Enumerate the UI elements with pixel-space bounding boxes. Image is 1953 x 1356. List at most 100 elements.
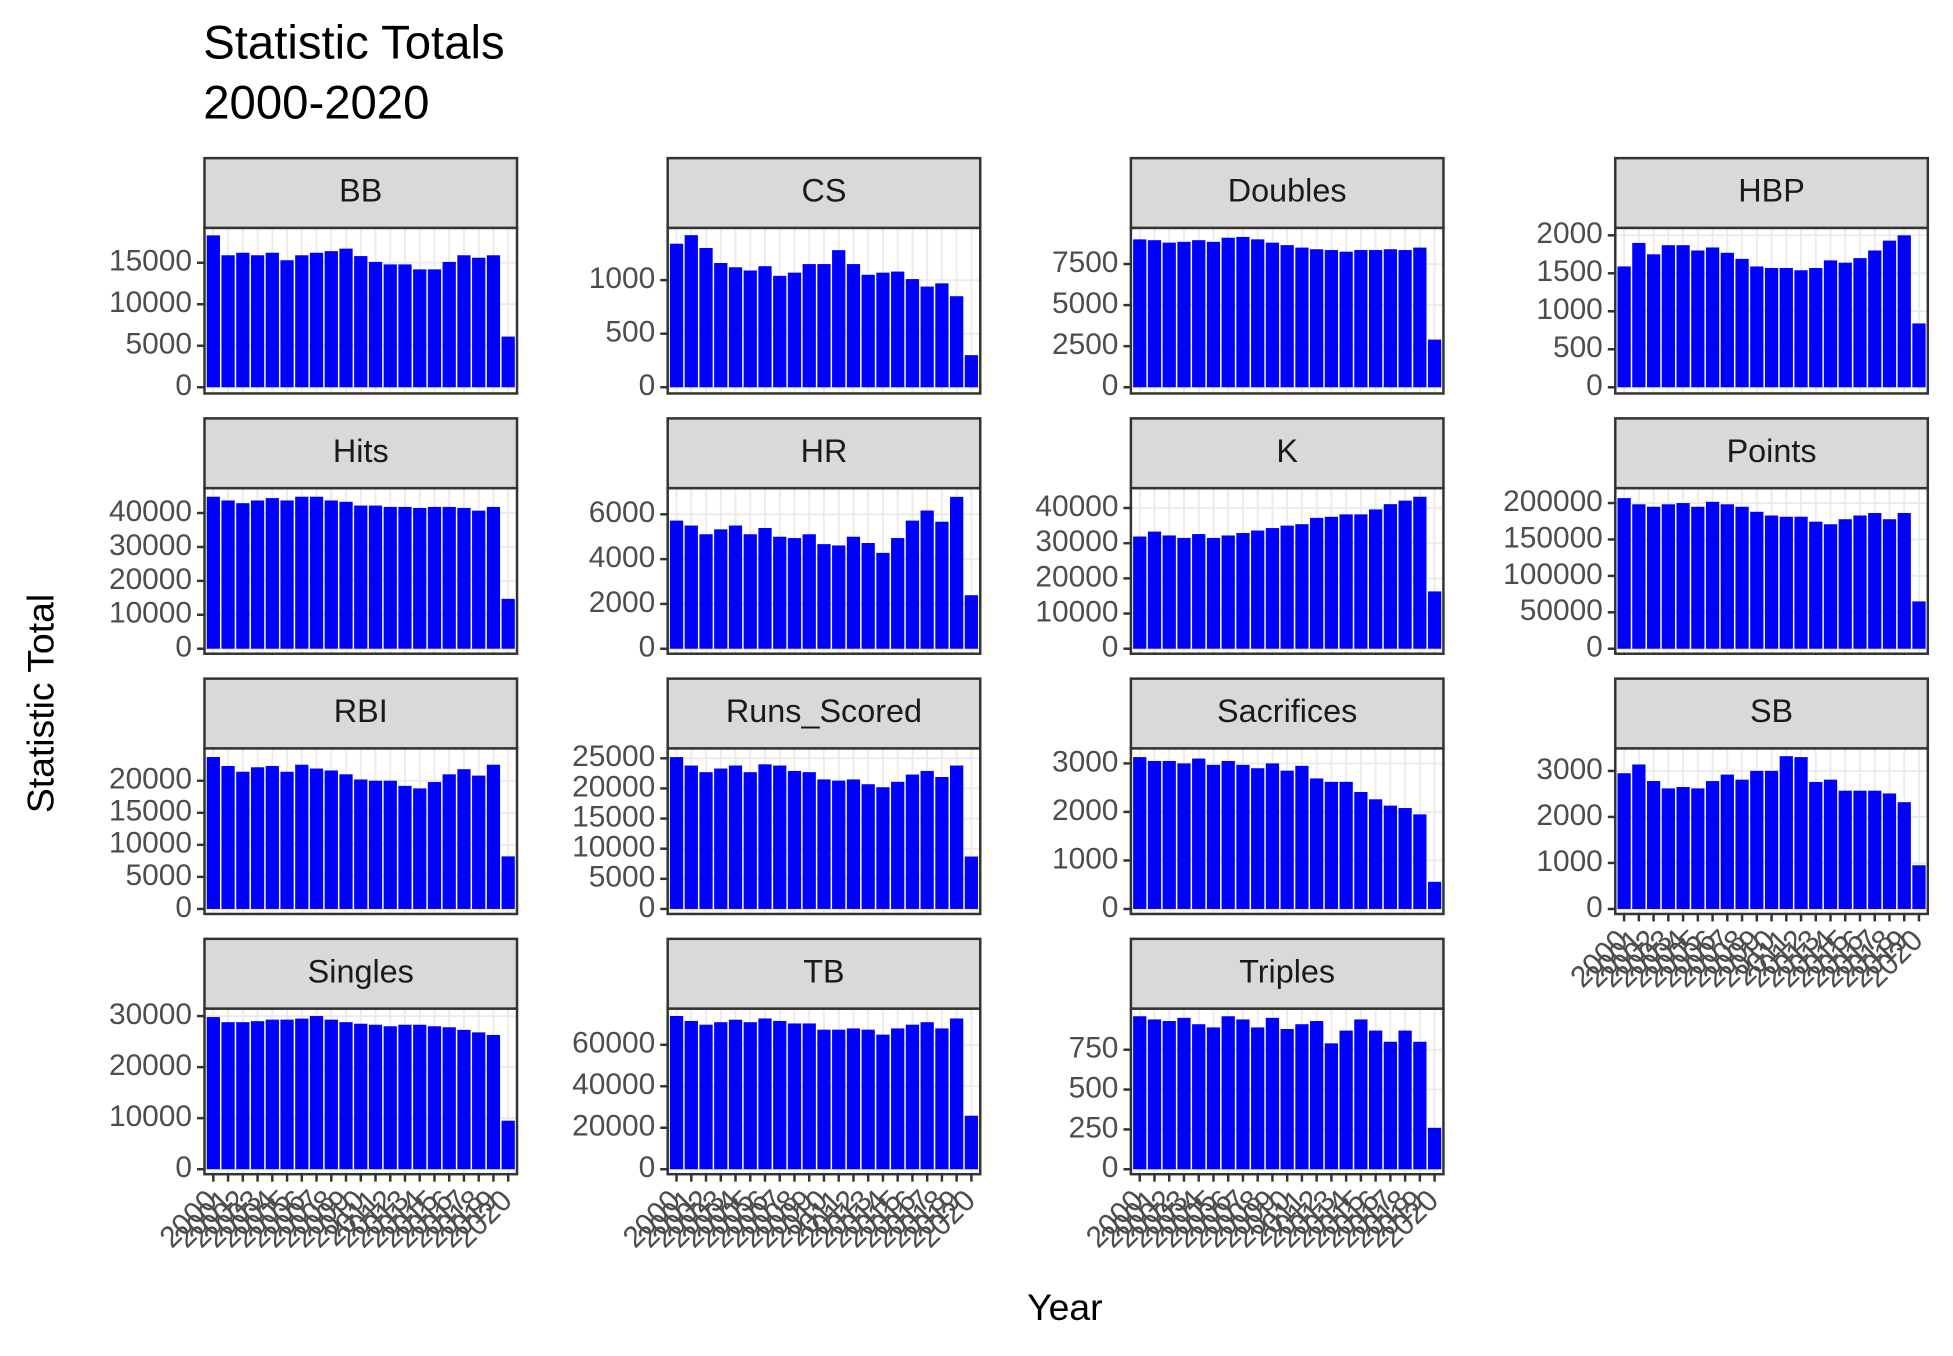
bar xyxy=(1251,768,1265,909)
bar xyxy=(206,1017,220,1170)
y-tick-label: 10000 xyxy=(109,597,192,630)
bar xyxy=(1823,260,1838,388)
bar xyxy=(368,780,383,909)
bar xyxy=(206,235,220,388)
bar xyxy=(1354,514,1368,649)
bar xyxy=(1147,240,1162,388)
bar xyxy=(905,279,920,388)
strip xyxy=(666,677,982,750)
y-tick-label: 0 xyxy=(175,1151,192,1184)
strip-label: Runs_Scored xyxy=(726,693,922,729)
bar xyxy=(714,768,728,909)
bar xyxy=(427,1026,442,1170)
bar xyxy=(964,595,979,649)
bar xyxy=(1882,240,1897,388)
bar xyxy=(950,765,964,909)
bar xyxy=(442,261,456,388)
bar xyxy=(1398,808,1412,909)
y-tick-label: 0 xyxy=(1586,369,1603,402)
bar xyxy=(1133,239,1147,388)
bar xyxy=(861,274,875,388)
bar xyxy=(309,1016,324,1170)
bar xyxy=(1133,536,1147,649)
bar xyxy=(1413,814,1427,909)
bar xyxy=(1280,1028,1294,1170)
y-tick-label: 0 xyxy=(175,631,192,664)
bar xyxy=(1398,500,1412,649)
y-tick-label: 3000 xyxy=(1052,745,1118,778)
bar xyxy=(368,505,383,649)
bar xyxy=(250,767,265,909)
bar xyxy=(1398,250,1412,388)
bar xyxy=(339,1022,353,1170)
bar xyxy=(1368,1030,1383,1170)
bar xyxy=(846,1028,861,1170)
bar xyxy=(1794,757,1808,909)
bar xyxy=(457,255,471,388)
bar xyxy=(1177,1017,1191,1170)
bar xyxy=(383,1026,397,1170)
y-tick-label: 2000 xyxy=(1052,794,1118,827)
bar xyxy=(1912,601,1926,649)
bar xyxy=(1427,591,1442,649)
bar xyxy=(1823,524,1838,649)
bar xyxy=(1221,535,1235,649)
bar xyxy=(964,856,979,909)
y-tick-label: 1000 xyxy=(589,262,655,295)
bar xyxy=(1265,763,1280,909)
bar xyxy=(1177,537,1191,649)
strip-label: TB xyxy=(803,953,844,989)
bar xyxy=(236,503,250,649)
bar xyxy=(1280,770,1294,909)
bar xyxy=(221,500,235,649)
bar xyxy=(1147,760,1162,909)
bar xyxy=(486,255,501,388)
bar xyxy=(501,598,515,649)
bar xyxy=(876,1034,890,1170)
bar xyxy=(309,252,324,388)
y-tick-label: 30000 xyxy=(109,998,192,1031)
bar xyxy=(1339,781,1353,909)
bar xyxy=(472,775,486,909)
y-tick-label: 0 xyxy=(1102,1151,1119,1184)
y-tick-label: 40000 xyxy=(109,495,192,528)
bar xyxy=(265,1019,279,1170)
bar xyxy=(728,525,743,649)
bar xyxy=(324,500,338,649)
bar xyxy=(1398,1030,1412,1170)
bar xyxy=(1265,242,1280,388)
bar xyxy=(1853,790,1867,909)
bar xyxy=(265,765,279,909)
y-tick-label: 20000 xyxy=(1035,560,1118,593)
strip xyxy=(1129,937,1445,1010)
bar xyxy=(324,770,338,909)
y-tick-label: 25000 xyxy=(572,740,655,773)
bar xyxy=(1280,245,1294,388)
bar xyxy=(1705,781,1720,909)
y-tick-label: 20000 xyxy=(572,1110,655,1143)
bar xyxy=(699,248,713,388)
y-tick-label: 0 xyxy=(1102,631,1119,664)
bar xyxy=(832,780,846,909)
bar xyxy=(1646,506,1661,649)
y-tick-label: 1000 xyxy=(1536,293,1602,326)
y-tick-label: 40000 xyxy=(1035,490,1118,523)
bar xyxy=(398,506,412,649)
y-tick-label: 0 xyxy=(639,1151,656,1184)
bar xyxy=(773,275,787,388)
bar xyxy=(832,545,846,649)
bar xyxy=(354,256,368,388)
bar xyxy=(1661,245,1675,388)
bar xyxy=(1147,531,1162,649)
y-tick-label: 5000 xyxy=(126,328,192,361)
bar xyxy=(758,266,772,388)
bar xyxy=(846,536,861,649)
bar xyxy=(250,255,265,388)
bar xyxy=(802,264,816,388)
bar xyxy=(935,283,949,388)
bar xyxy=(950,496,964,649)
bar xyxy=(743,534,757,649)
bar xyxy=(891,781,905,909)
strip-label: CS xyxy=(801,173,846,209)
strip-label: K xyxy=(1276,433,1298,469)
